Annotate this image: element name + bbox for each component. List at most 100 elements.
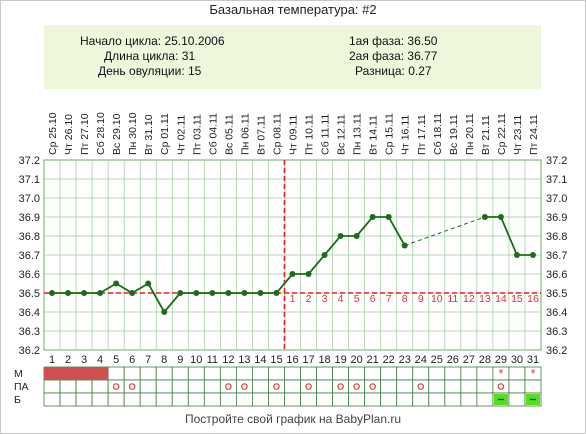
star-marker: * [498,366,503,381]
table-cell [396,366,414,381]
table-cell [444,379,462,394]
table-cell [203,379,221,394]
table-cell [364,392,382,407]
table-cell [155,366,173,381]
temperature-point [497,214,504,220]
cycle-day-label: 2 [65,354,71,366]
row-label-pa: ПА [14,381,29,393]
phase2-day-labels: 1 2 3 4 5 6 7 8 9 10 11 12 13 14 15 16 [290,293,539,305]
pa-marker [353,383,360,390]
temperature-point [385,214,392,220]
temperature-segment [115,282,133,294]
table-cell [284,366,301,381]
table-cell [171,392,189,407]
table-cell [171,379,189,394]
cycle-day-label: 30 [511,354,523,366]
date-label: Сб 18.11 [432,113,444,155]
cycle-start: Начало цикла: 25.10.2006 [80,34,225,48]
table-cell [348,379,366,394]
phase2-day-label: 5 [354,293,360,305]
table-cell [203,366,221,381]
table-cell [284,392,301,407]
cycle-day-label: 7 [145,354,151,366]
table-cell [43,392,61,407]
date-label: Пт 03.11 [191,114,203,155]
date-label: Ср 25.10 [47,112,59,155]
table-cell [380,366,398,381]
phase2-day-label: 7 [386,293,392,305]
temperature-point [273,290,280,296]
temperature-point [529,252,536,258]
cycle-day-label: 8 [161,354,167,366]
temperature-point [337,233,344,239]
ovulation-day: День овуляции: 15 [98,64,202,78]
y-tick-label-left: 36.5 [19,288,40,300]
y-tick-label-right: 37.2 [546,155,567,167]
y-tick-label-left: 36.6 [19,269,40,281]
table-cell [428,392,446,407]
table-cell [524,379,542,394]
table-cell [155,379,173,394]
pa-marker [112,383,120,390]
table-cell [187,392,205,407]
temperature-point [257,290,264,296]
pa-marker [305,383,312,390]
table-cell [235,366,253,381]
cycle-day-label: 9 [177,354,183,366]
temperature-point [97,290,104,296]
phase2-day-label: 6 [370,293,376,305]
y-tick-label-left: 36.4 [19,307,40,319]
cycle-day-label: 14 [254,354,266,366]
y-tick-label-left: 37.0 [19,193,40,205]
date-label: Вс 12.11 [336,114,348,155]
pa-marker [497,383,505,390]
temperature-segment [275,273,294,294]
cycle-day-label: 31 [527,354,539,366]
table-cell [107,392,125,407]
pa-marker [417,383,425,390]
temperature-segment [147,283,166,313]
y-axis-right: 37.2 37.1 37.0 36.9 36.8 36.7 36.6 36.5 36.4 36.3… [546,155,567,357]
date-label: Пн 13.11 [352,113,364,155]
temperature-point [353,233,360,239]
date-label: Вс 05.11 [223,114,235,155]
phase2-day-label: 16 [527,293,539,305]
table-cell [139,366,157,381]
temperature-series [49,214,536,315]
table-cell [252,366,269,381]
y-tick-label-right: 36.5 [546,288,567,300]
temperature-point [113,280,120,287]
pa-marker [369,383,376,390]
cycle-day-label: 19 [334,354,346,366]
date-label: Вт 31.10 [143,114,155,155]
temperature-segment [355,216,374,237]
table-cell [187,366,205,381]
table-cell [91,379,109,394]
table-cell [412,392,430,407]
temperature-point [513,252,520,258]
date-label: Ср 22.11 [496,113,508,155]
date-label: Чт 23.11 [512,115,524,155]
y-tick-label-left: 36.3 [19,326,40,338]
y-tick-label-right: 36.8 [546,231,567,243]
cycle-day-label: 21 [367,354,379,366]
temperature-point [129,290,136,296]
y-tick-label-right: 36.9 [546,212,567,224]
y-axis-left: 37.2 37.1 37.0 36.9 36.8 36.7 36.6 36.5 36.4 36.3… [19,155,40,357]
table-cell [59,379,77,394]
date-label: Сб 28.10 [95,112,107,155]
table-cell [219,392,237,407]
table-cell [428,379,446,394]
table-cell [348,366,366,381]
date-label: Сб 04.11 [207,113,219,155]
y-tick-label-left: 36.7 [19,250,40,262]
table-cell [107,379,125,394]
phase2-day-label: 2 [306,293,312,305]
y-tick-label-left: 36.2 [19,345,40,357]
table-cell [123,392,141,407]
date-label: Вт 07.11 [255,115,267,155]
table-cell [235,379,253,394]
phase2-average: 2ая фаза: 36.77 [349,49,438,63]
y-tick-label-left: 37.2 [19,155,40,167]
y-tick-label-left: 36.8 [19,231,40,243]
